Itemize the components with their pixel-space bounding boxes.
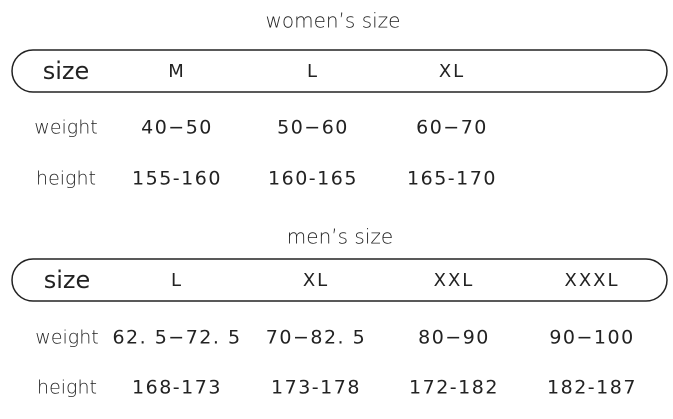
cell-value: 80−90 (418, 327, 490, 349)
cell-value: 182-187 (547, 377, 637, 399)
cell-value: 40−50 (141, 117, 213, 139)
size-label: XL (303, 270, 329, 291)
row-label: weight (35, 327, 98, 349)
cell-value: 172-182 (409, 377, 499, 399)
cell-value: 70−82. 5 (266, 327, 366, 349)
cell-value: 90−100 (549, 327, 634, 349)
size-label: XXXL (564, 270, 619, 291)
cell-value: 173-178 (271, 377, 361, 399)
women-header-frame (11, 49, 668, 93)
cell-value: 155-160 (132, 168, 222, 190)
size-label: XXL (434, 270, 475, 291)
size-label: M (168, 61, 186, 82)
size-label: XL (439, 61, 465, 82)
women-title: women’s size (266, 9, 401, 33)
header-label: size (43, 57, 90, 85)
row-label: weight (34, 117, 97, 139)
row-label: height (36, 168, 96, 190)
men-header-frame (11, 258, 668, 302)
row-label: height (37, 377, 97, 399)
cell-value: 62. 5−72. 5 (112, 327, 241, 349)
header-label: size (44, 266, 91, 294)
cell-value: 165-170 (407, 168, 497, 190)
size-label: L (171, 270, 183, 291)
cell-value: 60−70 (416, 117, 488, 139)
cell-value: 160-165 (268, 168, 358, 190)
cell-value: 50−60 (277, 117, 349, 139)
men-title: men’s size (287, 225, 393, 249)
cell-value: 168-173 (132, 377, 222, 399)
size-label: L (307, 61, 319, 82)
